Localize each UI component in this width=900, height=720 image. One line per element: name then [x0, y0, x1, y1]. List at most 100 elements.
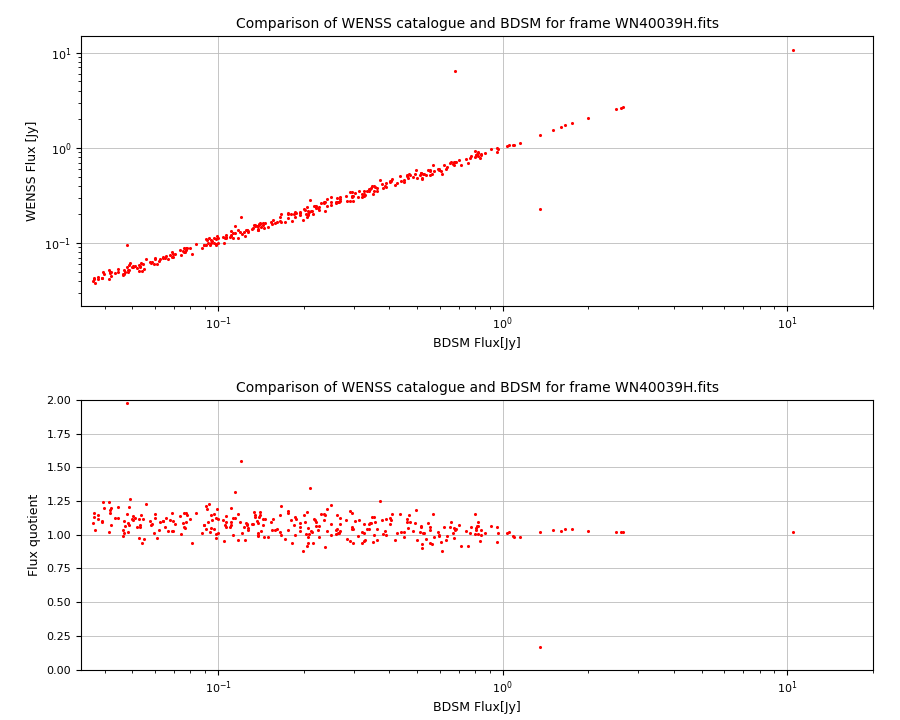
Point — [159, 513, 174, 524]
Point — [423, 521, 437, 533]
Point — [367, 185, 382, 197]
Point — [332, 192, 347, 203]
Point — [506, 139, 520, 150]
Point — [254, 222, 268, 233]
Point — [331, 527, 346, 539]
Point — [786, 44, 800, 55]
Point — [440, 530, 454, 541]
Point — [447, 159, 462, 171]
Point — [253, 217, 267, 228]
Point — [245, 222, 259, 234]
Point — [251, 527, 266, 539]
Point — [364, 518, 379, 529]
Point — [209, 533, 223, 544]
Point — [370, 523, 384, 535]
Point — [401, 510, 416, 521]
Point — [189, 508, 203, 519]
Point — [329, 192, 344, 204]
Point — [240, 525, 255, 536]
Point — [545, 124, 560, 135]
Point — [374, 179, 389, 190]
Point — [343, 186, 357, 198]
Point — [447, 156, 462, 168]
Point — [277, 216, 292, 228]
Point — [468, 151, 482, 163]
Point — [252, 218, 266, 230]
Point — [224, 230, 238, 241]
Point — [409, 505, 423, 516]
Point — [130, 262, 144, 274]
Point — [557, 120, 572, 131]
Point — [224, 503, 238, 514]
Point — [318, 196, 332, 207]
Point — [211, 527, 225, 539]
Point — [91, 509, 105, 521]
Point — [452, 520, 466, 531]
Point — [266, 217, 280, 229]
Point — [454, 540, 468, 552]
Point — [238, 230, 252, 241]
Point — [502, 139, 517, 150]
Point — [416, 527, 430, 539]
Point — [383, 514, 398, 526]
Point — [324, 199, 338, 211]
Point — [302, 210, 316, 221]
Point — [472, 152, 487, 163]
Point — [91, 273, 105, 284]
Point — [363, 517, 377, 528]
Point — [459, 525, 473, 536]
Point — [267, 217, 282, 228]
Point — [251, 223, 266, 235]
Point — [332, 512, 347, 523]
Point — [122, 501, 137, 513]
Point — [420, 164, 435, 176]
Point — [204, 515, 219, 526]
Point — [256, 222, 271, 234]
Point — [346, 190, 361, 202]
Point — [533, 526, 547, 538]
Point — [121, 261, 135, 273]
Point — [310, 524, 325, 536]
Y-axis label: Flux quotient: Flux quotient — [28, 494, 41, 576]
Point — [356, 185, 371, 197]
Point — [410, 535, 425, 546]
Point — [183, 513, 197, 525]
Point — [443, 521, 457, 533]
Point — [240, 226, 255, 238]
Point — [104, 266, 118, 278]
Point — [313, 508, 328, 520]
Point — [461, 157, 475, 168]
Point — [166, 515, 180, 526]
Point — [219, 230, 233, 241]
Point — [432, 163, 446, 175]
Point — [468, 528, 482, 540]
Point — [94, 272, 109, 284]
Point — [248, 509, 262, 521]
Point — [307, 201, 321, 212]
Point — [122, 493, 137, 505]
Point — [226, 228, 240, 239]
Point — [471, 520, 485, 531]
Point — [281, 508, 295, 519]
Point — [209, 233, 223, 245]
Point — [423, 164, 437, 176]
Point — [312, 204, 327, 215]
Point — [417, 168, 431, 179]
Point — [108, 267, 122, 279]
Point — [104, 503, 118, 514]
Point — [463, 153, 477, 164]
Point — [173, 244, 187, 256]
Point — [348, 187, 363, 199]
Point — [362, 184, 376, 195]
Point — [200, 234, 214, 246]
Point — [281, 208, 295, 220]
Point — [448, 157, 463, 168]
Point — [329, 523, 344, 535]
Point — [86, 517, 100, 528]
Point — [448, 65, 463, 76]
Point — [435, 168, 449, 179]
Point — [104, 504, 118, 516]
Point — [564, 117, 579, 129]
Point — [474, 524, 489, 536]
Point — [454, 160, 468, 171]
